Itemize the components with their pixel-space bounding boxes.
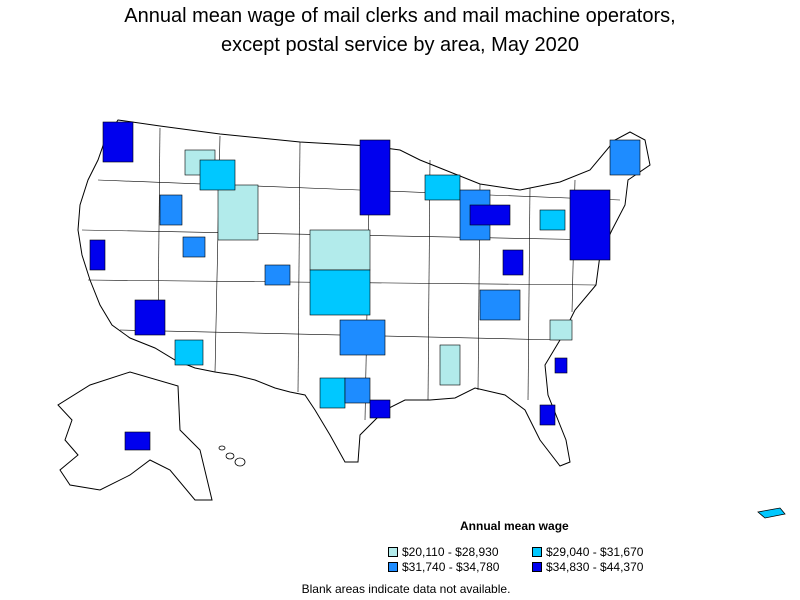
- footnote: Blank areas indicate data not available.: [301, 582, 511, 596]
- region: [369, 399, 391, 419]
- hawaii-islands: [218, 445, 246, 467]
- region: [134, 299, 166, 336]
- legend-item-1: $20,110 - $28,930: [388, 545, 499, 559]
- legend-label-3: $31,740 - $34,780: [402, 560, 500, 574]
- region: [174, 339, 204, 366]
- wage-regions: [89, 121, 641, 426]
- legend-label-2: $29,040 - $31,670: [546, 545, 644, 559]
- region: [309, 229, 371, 271]
- legend-label-1: $20,110 - $28,930: [402, 545, 499, 559]
- region: [102, 121, 134, 163]
- region: [182, 236, 206, 258]
- map-title-line-2: except postal service by area, May 2020: [221, 34, 579, 56]
- legend-swatch-4: [532, 562, 542, 572]
- region: [159, 194, 183, 226]
- region: [609, 139, 641, 176]
- legend-item-3: $31,740 - $34,780: [388, 560, 499, 574]
- legend-swatch-1: [388, 547, 398, 557]
- region: [439, 344, 461, 386]
- legend-swatch-3: [388, 562, 398, 572]
- region: [549, 319, 573, 341]
- region: [539, 404, 556, 426]
- region: [344, 377, 371, 404]
- region: [199, 159, 236, 191]
- map-title: Annual mean wage of mail clerks and mail…: [0, 2, 800, 60]
- legend-label-4: $34,830 - $44,370: [546, 560, 644, 574]
- legend-swatch-2: [532, 547, 542, 557]
- region: [569, 189, 611, 261]
- region: [339, 319, 386, 356]
- region: [469, 204, 511, 226]
- legend-item-2: $29,040 - $31,670: [532, 545, 643, 559]
- map-title-line-1: Annual mean wage of mail clerks and mail…: [124, 5, 676, 27]
- region: [89, 239, 106, 271]
- region: [217, 184, 259, 241]
- region: [502, 249, 524, 276]
- region: [554, 357, 568, 374]
- region: [424, 174, 461, 201]
- region: [319, 377, 346, 409]
- legend-item-4: $34,830 - $44,370: [532, 560, 643, 574]
- puerto-rico-outline: [757, 507, 786, 519]
- alaska-region: [124, 431, 151, 451]
- legend-title: Annual mean wage: [460, 519, 569, 533]
- region: [359, 139, 391, 216]
- region: [479, 289, 521, 321]
- region: [264, 264, 291, 286]
- region: [309, 269, 371, 316]
- region: [539, 209, 566, 231]
